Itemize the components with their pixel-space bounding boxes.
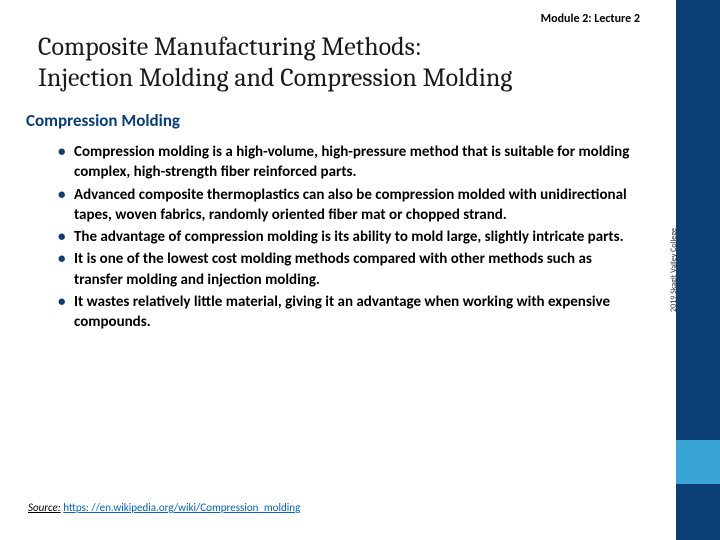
list-item: Compression molding is a high-volume, hi… <box>58 142 638 183</box>
title-line-2: Injection Molding and Compression Moldin… <box>38 63 512 93</box>
list-item: It wastes relatively little material, gi… <box>58 292 638 333</box>
bullet-list: Compression molding is a high-volume, hi… <box>58 142 638 334</box>
list-item: It is one of the lowest cost molding met… <box>58 249 638 290</box>
credit-label: 2019 Skagit Valley College <box>669 228 679 312</box>
page-title: Composite Manufacturing Methods: Injecti… <box>38 32 598 94</box>
section-heading: Compression Molding <box>26 110 180 131</box>
module-label: Module 2: Lecture 2 <box>541 12 640 26</box>
list-item: The advantage of compression molding is … <box>58 227 638 247</box>
bullet-text: It is one of the lowest cost molding met… <box>74 250 592 288</box>
bullet-text: It wastes relatively little material, gi… <box>74 293 610 331</box>
bullet-text: Advanced composite thermoplastics can al… <box>74 186 627 224</box>
bullet-text: The advantage of compression molding is … <box>74 228 624 246</box>
source-line: Source: https: //en.wikipedia.org/wiki/C… <box>28 501 300 514</box>
bullet-text: Compression molding is a high-volume, hi… <box>74 143 629 181</box>
title-line-1: Composite Manufacturing Methods: <box>38 32 422 62</box>
source-link[interactable]: https: //en.wikipedia.org/wiki/Compressi… <box>63 501 300 514</box>
side-accent-block <box>676 440 720 484</box>
source-label: Source: <box>28 501 61 514</box>
list-item: Advanced composite thermoplastics can al… <box>58 185 638 226</box>
